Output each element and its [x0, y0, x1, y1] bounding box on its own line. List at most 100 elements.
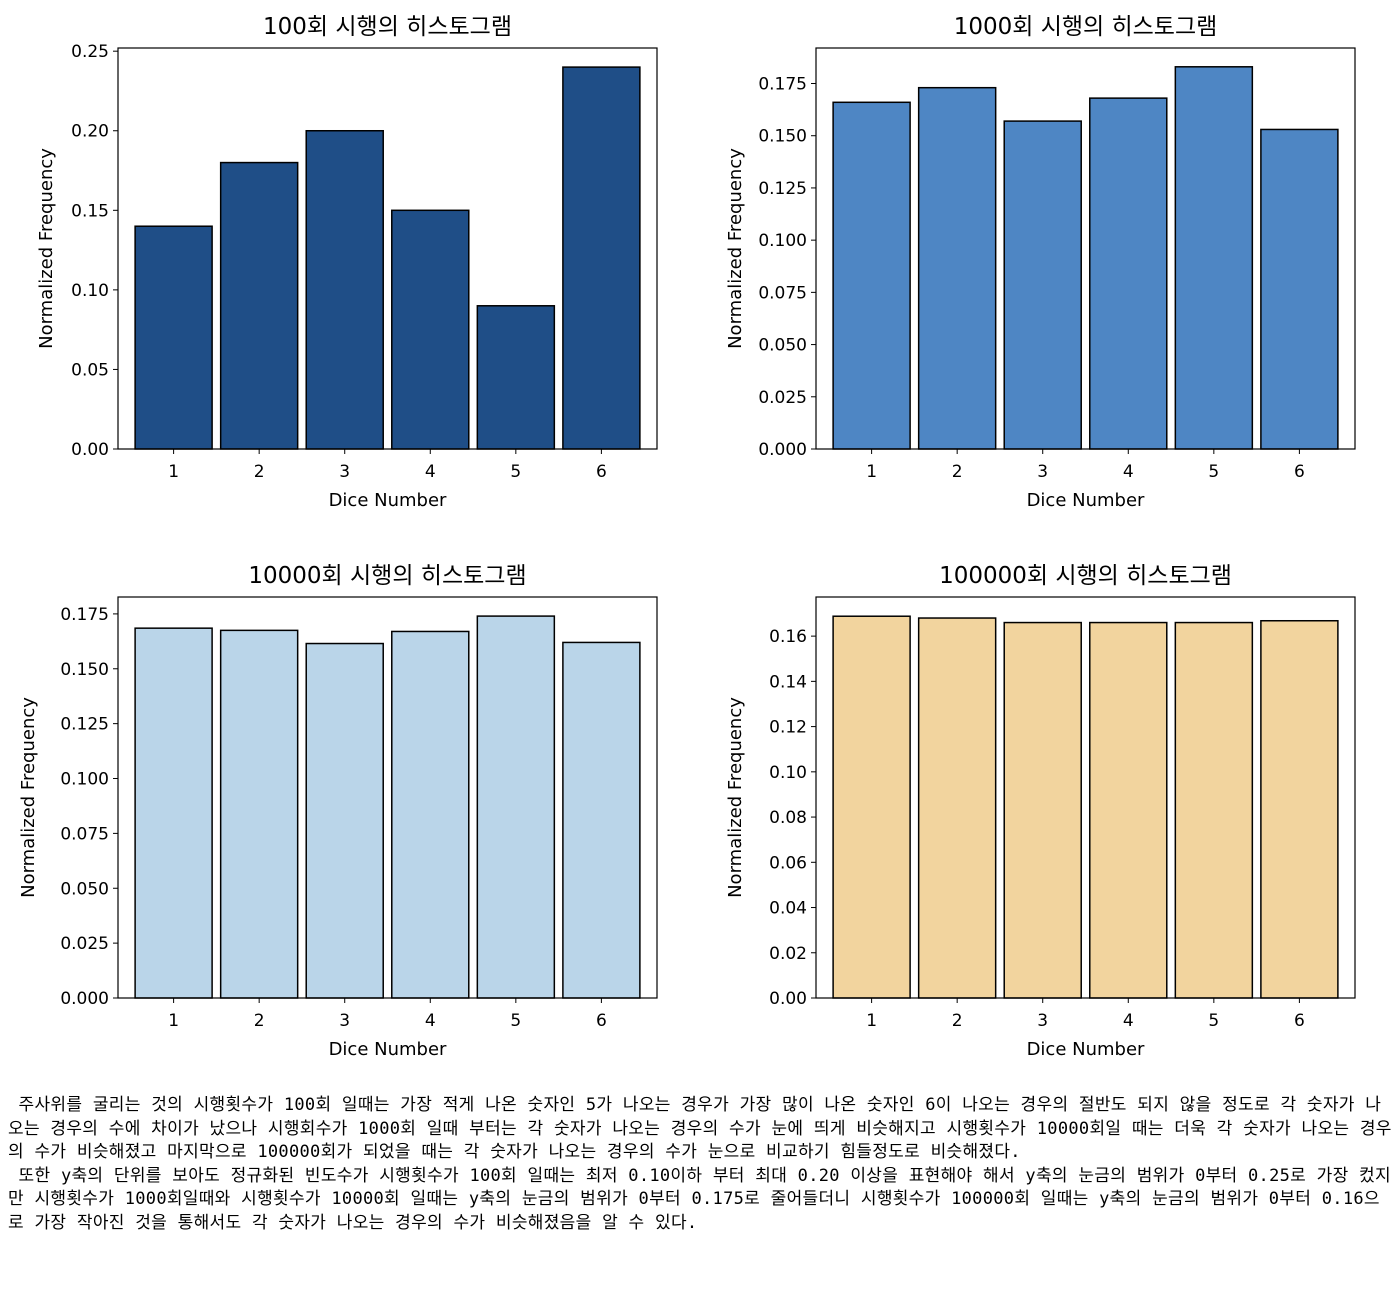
explanation-paragraph-2: 또한 y축의 단위를 보아도 정규화된 빈도수가 시행횟수가 100회 일때는 … — [8, 1165, 1391, 1233]
chart-100000-trials: 100000회 시행의 히스토그램 1 2 3 4 5 6 0.00 0.02 0.04 0.06 0… — [725, 563, 1356, 1060]
y-tick-label: 0.15 — [71, 201, 109, 221]
y-tick-label: 0.25 — [71, 42, 109, 62]
x-tick-label: 6 — [596, 462, 607, 482]
y-tick-label: 0.00 — [71, 440, 109, 460]
x-tick-label: 3 — [339, 462, 350, 482]
x-axis-label: Dice Number — [329, 1039, 447, 1060]
chart-10000-trials: 10000회 시행의 히스토그램 1 2 3 4 5 6 0.000 0.025 0.050 0.0… — [18, 563, 658, 1060]
x-tick-label: 3 — [339, 1011, 350, 1031]
x-tick-label: 5 — [510, 462, 521, 482]
plot-frame — [815, 47, 1356, 450]
x-tick-label: 3 — [1037, 1011, 1048, 1031]
y-tick-label: 0.175 — [758, 75, 807, 95]
explanation-text: 주사위를 굴리는 것의 시행횟수가 100회 일때는 가장 적게 나온 숫자인 … — [8, 1094, 1392, 1235]
y-tick-label: 0.14 — [769, 672, 807, 692]
x-tick-label: 2 — [952, 462, 963, 482]
bar-dice-5 — [1174, 66, 1254, 450]
histogram-figure: 100회 시행의 히스토그램 1 2 3 4 5 6 0.00 0.05 0.10 0.15 0.20… — [18, 14, 1356, 1060]
x-tick-label: 5 — [510, 1011, 521, 1031]
bar-dice-1 — [832, 101, 911, 450]
bar-dice-6 — [1260, 619, 1339, 999]
bar-dice-2 — [219, 161, 299, 450]
y-tick-label: 0.075 — [758, 283, 807, 303]
chart-title: 100000회 시행의 히스토그램 — [939, 563, 1232, 589]
y-tick-label: 0.06 — [769, 853, 807, 873]
y-tick-label: 0.100 — [60, 770, 109, 790]
y-tick-label: 0.050 — [758, 336, 807, 356]
y-tick-label: 0.050 — [60, 879, 109, 899]
x-tick-label: 4 — [425, 462, 436, 482]
bar-dice-4 — [391, 630, 470, 999]
bar-dice-5 — [476, 305, 556, 450]
y-tick-label: 0.100 — [758, 231, 807, 251]
y-tick-label: 0.16 — [769, 627, 807, 647]
x-axis-label: Dice Number — [1027, 1039, 1145, 1060]
y-tick-label: 0.02 — [769, 944, 807, 964]
y-tick-label: 0.150 — [758, 127, 807, 147]
y-axis-label: Normalized Frequency — [36, 148, 57, 349]
y-axis-label: Normalized Frequency — [725, 697, 746, 898]
y-tick-label: 0.125 — [758, 179, 807, 199]
bar-dice-4 — [1089, 97, 1168, 450]
y-tick-label: 0.025 — [60, 934, 109, 954]
bar-dice-1 — [134, 627, 213, 999]
bar-dice-3 — [305, 642, 384, 999]
chart-title: 1000회 시행의 히스토그램 — [954, 14, 1218, 40]
bar-dice-5 — [1174, 621, 1254, 999]
y-tick-label: 0.000 — [758, 440, 807, 460]
y-tick-label: 0.00 — [769, 989, 807, 1009]
x-tick-label: 6 — [596, 1011, 607, 1031]
y-tick-label: 0.12 — [769, 718, 807, 738]
y-tick-label: 0.05 — [71, 360, 109, 380]
x-axis-label: Dice Number — [329, 490, 447, 511]
explanation-paragraph-1: 주사위를 굴리는 것의 시행횟수가 100회 일때는 가장 적게 나온 숫자인 … — [8, 1095, 1392, 1162]
y-tick-label: 0.10 — [769, 763, 807, 783]
y-tick-label: 0.20 — [71, 122, 109, 142]
x-tick-label: 2 — [952, 1011, 963, 1031]
bar-dice-4 — [1089, 621, 1168, 999]
bar-dice-6 — [562, 641, 641, 999]
x-tick-label: 2 — [254, 1011, 265, 1031]
x-tick-label: 3 — [1037, 462, 1048, 482]
bar-dice-3 — [305, 129, 384, 450]
chart-1000-trials: 1000회 시행의 히스토그램 1 2 3 4 5 6 0.000 0.025 0.050 0.07… — [725, 14, 1356, 511]
x-axis-label: Dice Number — [1027, 490, 1145, 511]
y-tick-label: 0.125 — [60, 715, 109, 735]
x-tick-label: 5 — [1208, 1011, 1219, 1031]
bar-dice-4 — [391, 209, 470, 450]
x-tick-label: 4 — [1123, 462, 1134, 482]
bar-dice-6 — [562, 66, 641, 450]
y-tick-label: 0.04 — [769, 899, 807, 919]
x-tick-label: 1 — [866, 1011, 877, 1031]
x-tick-label: 1 — [168, 1011, 179, 1031]
y-tick-label: 0.10 — [71, 281, 109, 301]
x-tick-label: 1 — [866, 462, 877, 482]
chart-100-trials: 100회 시행의 히스토그램 1 2 3 4 5 6 0.00 0.05 0.10 0.15 0.20… — [36, 14, 658, 511]
bar-dice-2 — [219, 629, 299, 999]
y-tick-label: 0.150 — [60, 660, 109, 680]
y-tick-label: 0.175 — [60, 605, 109, 625]
bar-dice-2 — [917, 617, 997, 999]
x-tick-label: 1 — [168, 462, 179, 482]
y-axis-label: Normalized Frequency — [725, 148, 746, 349]
x-tick-label: 2 — [254, 462, 265, 482]
x-tick-label: 6 — [1294, 1011, 1305, 1031]
plot-frame — [117, 47, 658, 450]
chart-title: 10000회 시행의 히스토그램 — [248, 563, 526, 589]
x-tick-label: 5 — [1208, 462, 1219, 482]
y-tick-label: 0.08 — [769, 808, 807, 828]
plot-frame — [117, 596, 658, 999]
x-tick-label: 6 — [1294, 462, 1305, 482]
bar-dice-3 — [1003, 621, 1082, 999]
y-axis-label: Normalized Frequency — [18, 697, 39, 898]
bar-dice-1 — [134, 225, 213, 450]
bar-dice-1 — [832, 615, 911, 999]
x-tick-label: 4 — [1123, 1011, 1134, 1031]
bar-dice-3 — [1003, 120, 1082, 450]
bar-dice-2 — [917, 86, 997, 450]
plot-frame — [815, 596, 1356, 999]
chart-title: 100회 시행의 히스토그램 — [263, 14, 512, 40]
bar-dice-6 — [1260, 128, 1339, 450]
x-tick-label: 4 — [425, 1011, 436, 1031]
bar-dice-5 — [476, 615, 556, 999]
